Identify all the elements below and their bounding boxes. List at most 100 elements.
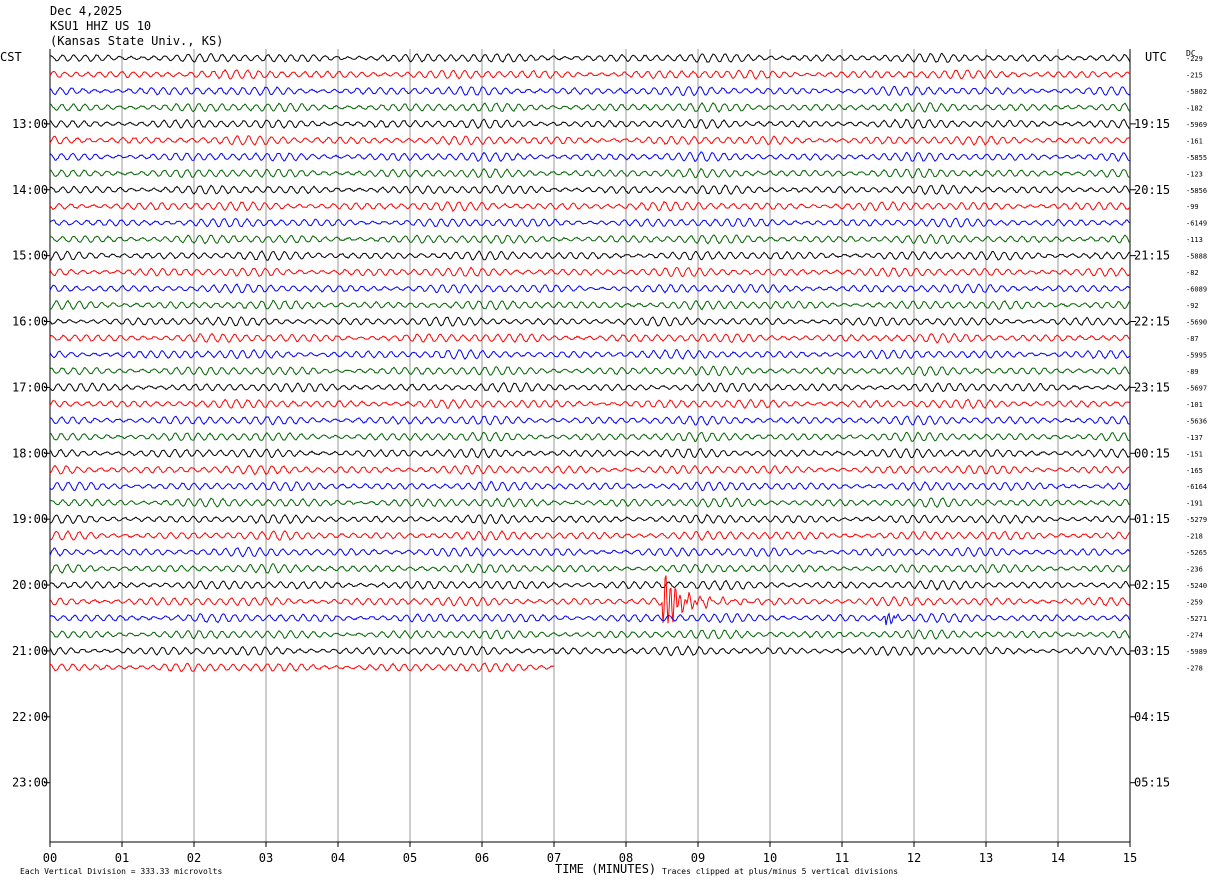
dc-offset-value: -5969	[1186, 121, 1207, 129]
seismic-trace	[49, 612, 1131, 626]
seismic-trace	[49, 513, 1131, 525]
dc-offset-value: -5856	[1186, 187, 1207, 195]
x-tick-label: 11	[835, 851, 849, 865]
left-timezone-label: CST	[0, 50, 22, 64]
left-hour-label: 19:00	[12, 512, 48, 526]
left-hour-label: 13:00	[12, 117, 48, 131]
right-hour-label: 05:15	[1134, 776, 1170, 790]
seismic-trace	[49, 233, 1131, 245]
right-hour-label: 19:15	[1134, 117, 1170, 131]
right-timezone-label: UTC	[1145, 50, 1167, 64]
right-hour-label: 20:15	[1134, 183, 1170, 197]
left-hour-label: 22:00	[12, 710, 48, 724]
right-hour-label: 01:15	[1134, 512, 1170, 526]
seismic-trace	[49, 348, 1131, 360]
location-label: (Kansas State Univ., KS)	[50, 34, 224, 48]
dc-offset-value: -5855	[1186, 154, 1207, 162]
left-hour-label: 18:00	[12, 446, 48, 460]
seismic-trace	[49, 562, 1131, 574]
x-tick-label: 04	[331, 851, 345, 865]
seismic-trace	[49, 447, 1130, 459]
dc-offset-value: -5279	[1186, 516, 1207, 524]
dc-offset-value: -161	[1186, 137, 1203, 145]
right-hour-label: 03:15	[1134, 644, 1170, 658]
grid	[44, 49, 1136, 847]
x-tick-label: 13	[979, 851, 993, 865]
dc-offset-value: -5989	[1186, 648, 1207, 656]
x-tick-label: 00	[43, 851, 57, 865]
x-tick-label: 07	[547, 851, 561, 865]
seismic-trace	[49, 135, 1131, 146]
dc-offset-value: -87	[1186, 335, 1199, 343]
x-tick-label: 10	[763, 851, 777, 865]
dc-offset-value: -82	[1186, 269, 1199, 277]
seismic-trace	[49, 332, 1131, 344]
dc-offset-value: -165	[1186, 467, 1203, 475]
seismic-trace	[49, 283, 1130, 294]
seismic-trace	[49, 85, 1131, 97]
dc-offset-value: -215	[1186, 71, 1203, 79]
dc-offset-labels: -229 -215 -5802 -182 -5969 -161 -5855 -123 -5856…	[1186, 55, 1207, 672]
dc-offset-value: -229	[1186, 55, 1203, 63]
x-tick-label: 15	[1123, 851, 1137, 865]
seismic-trace	[49, 546, 1131, 558]
x-tick-label: 14	[1051, 851, 1065, 865]
left-hour-label: 17:00	[12, 380, 48, 394]
seismic-trace	[49, 662, 555, 673]
seismic-trace	[49, 629, 1131, 640]
seismic-trace	[49, 167, 1131, 179]
dc-offset-value: -236	[1186, 566, 1203, 574]
seismic-trace	[49, 200, 1131, 212]
x-tick-label: 02	[187, 851, 201, 865]
dc-offset-value: -6149	[1186, 220, 1207, 228]
seismic-trace	[49, 102, 1131, 114]
seismic-trace	[49, 217, 1131, 228]
dc-offset-value: -5636	[1186, 417, 1207, 425]
dc-offset-value: -5802	[1186, 88, 1207, 96]
x-tick-label: 06	[475, 851, 489, 865]
x-axis-label: TIME (MINUTES)	[555, 862, 657, 876]
x-tick-label: 09	[691, 851, 705, 865]
dc-offset-value: -92	[1186, 302, 1199, 310]
seismic-trace	[49, 645, 1131, 657]
seismic-trace	[49, 250, 1131, 261]
dc-offset-value: -151	[1186, 450, 1203, 458]
seismic-trace	[49, 431, 1131, 443]
dc-offset-value: -6164	[1186, 483, 1207, 491]
left-hour-label: 14:00	[12, 183, 48, 197]
seismic-trace	[49, 266, 1131, 278]
x-tick-label: 05	[403, 851, 417, 865]
dc-offset-value: -101	[1186, 401, 1203, 409]
dc-header-label: DC	[1186, 49, 1196, 58]
dc-offset-value: -123	[1186, 170, 1203, 178]
seismic-trace	[49, 464, 1131, 476]
left-hour-label: 15:00	[12, 249, 48, 263]
date-label: Dec 4,2025	[50, 4, 123, 18]
x-tick-label: 01	[115, 851, 129, 865]
dc-offset-value: -259	[1186, 599, 1203, 607]
seismic-trace	[49, 118, 1131, 130]
left-hour-label: 23:00	[12, 776, 48, 790]
right-hour-label: 22:15	[1134, 315, 1170, 329]
right-hour-label: 21:15	[1134, 249, 1170, 263]
seismic-trace	[49, 184, 1131, 196]
dc-offset-value: -191	[1186, 500, 1203, 508]
scale-note: Each Vertical Division = 333.33 microvol…	[20, 867, 223, 876]
seismic-trace	[50, 52, 1131, 64]
seismic-trace	[49, 299, 1131, 311]
right-hour-label: 02:15	[1134, 578, 1170, 592]
left-hour-label: 20:00	[12, 578, 48, 592]
dc-offset-value: -113	[1186, 236, 1203, 244]
seismic-trace	[49, 68, 1131, 80]
seismic-trace	[49, 480, 1131, 492]
dc-offset-value: -5697	[1186, 384, 1207, 392]
x-tick-label: 03	[259, 851, 273, 865]
seismic-trace	[49, 415, 1131, 426]
left-hour-label: 16:00	[12, 315, 48, 329]
seismic-trace	[49, 398, 1131, 410]
dc-offset-value: -278	[1186, 664, 1203, 672]
dc-offset-value: -5888	[1186, 253, 1207, 261]
seismic-trace	[49, 316, 1131, 327]
dc-offset-value: -6089	[1186, 286, 1207, 294]
